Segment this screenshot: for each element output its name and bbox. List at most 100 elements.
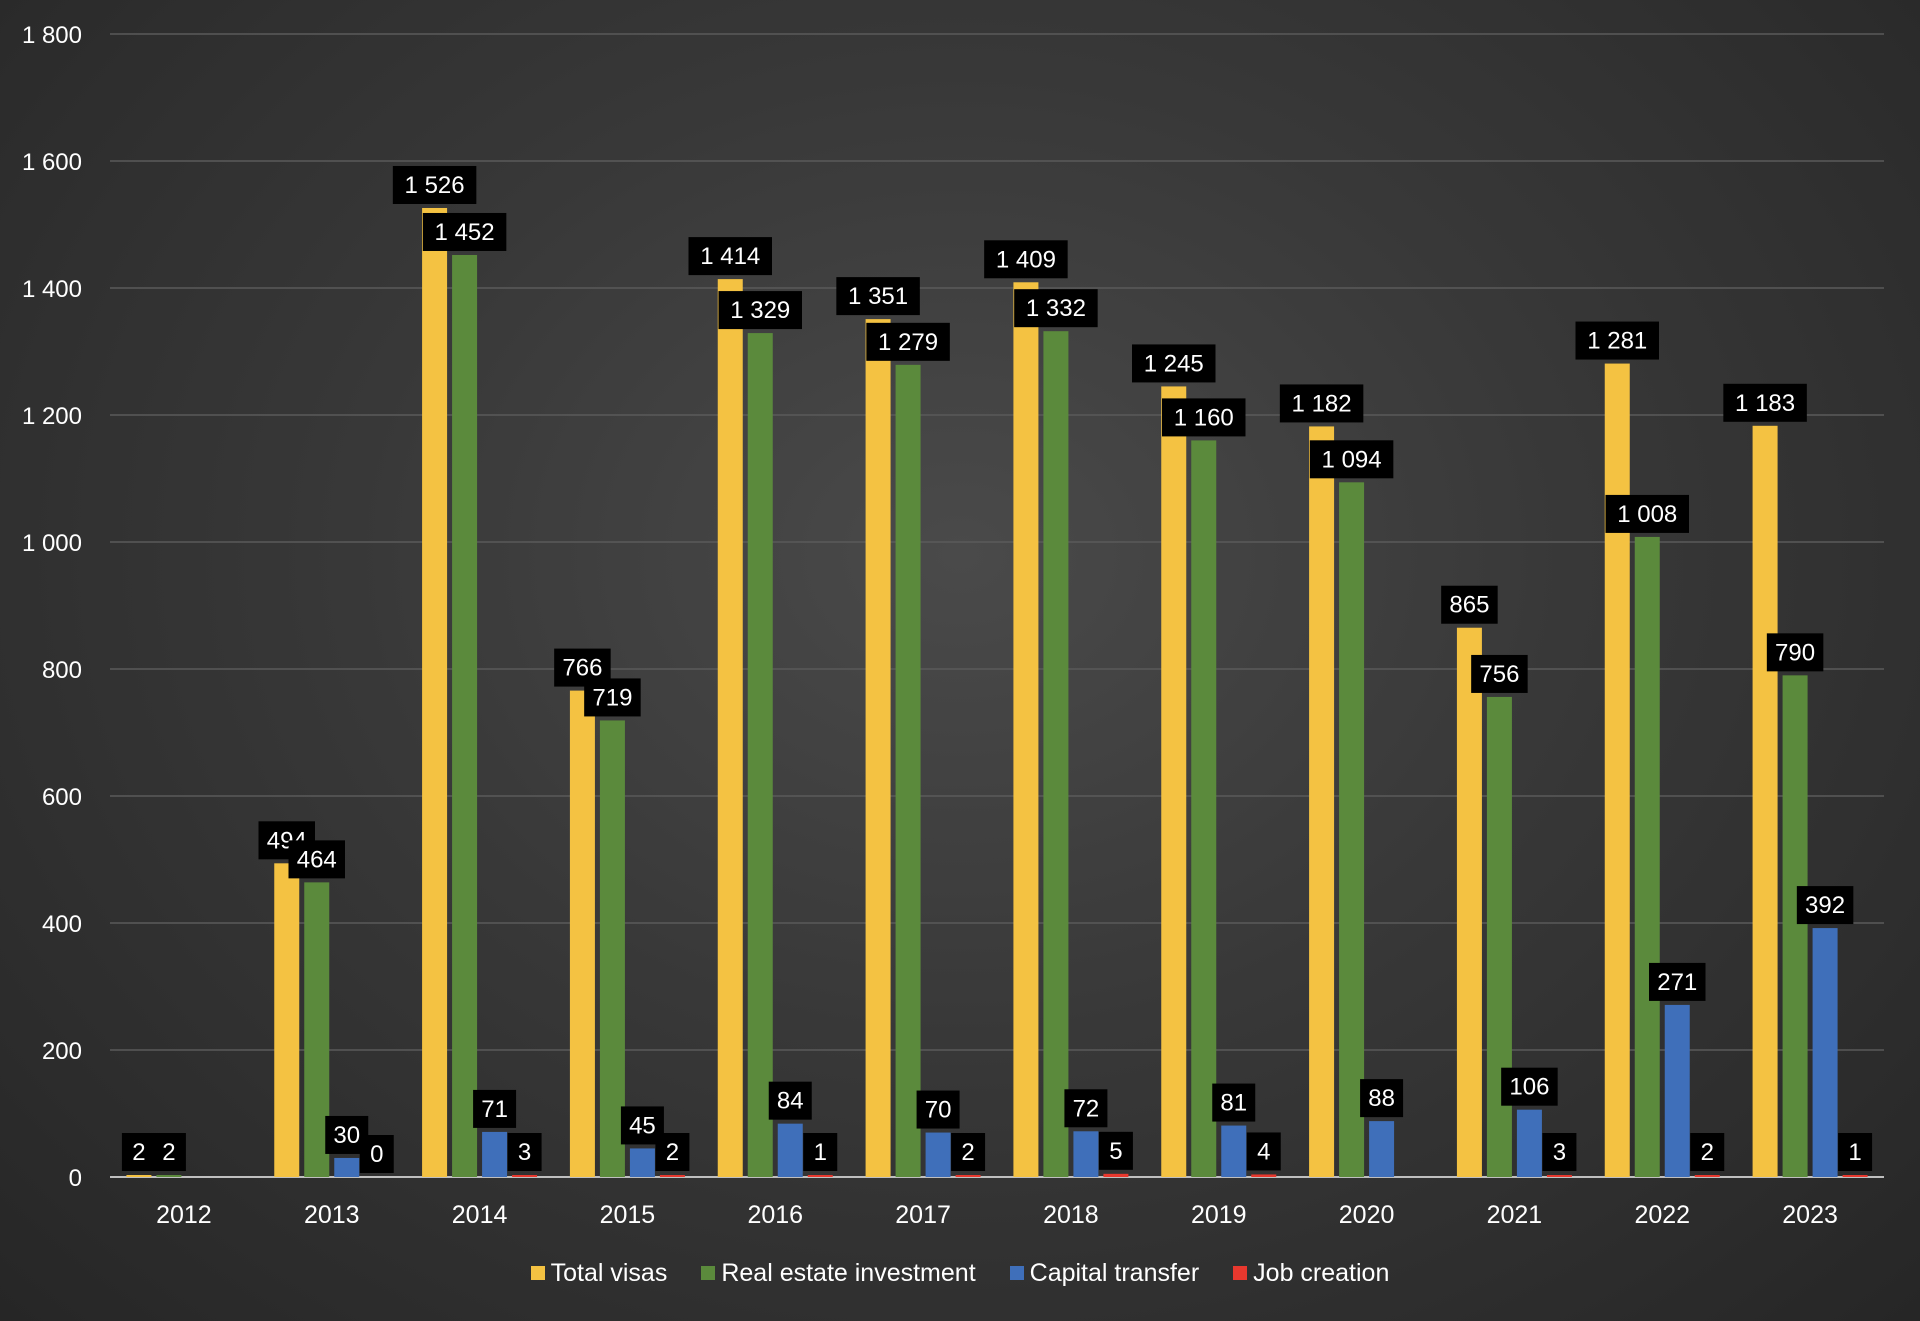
data-label-box [151, 1133, 186, 1171]
bar [1073, 1131, 1099, 1177]
legend-item: Capital transfer [1009, 1259, 1199, 1288]
x-tick-label: 2020 [1339, 1201, 1395, 1229]
bar [569, 690, 595, 1177]
data-label: 88 [1368, 1085, 1395, 1112]
bar [1043, 331, 1069, 1177]
bar [1604, 363, 1630, 1177]
data-label: 45 [629, 1112, 656, 1139]
bar [1456, 627, 1482, 1177]
data-label: 719 [592, 684, 632, 711]
data-label-box [1246, 1132, 1281, 1171]
x-tick-label: 2021 [1487, 1201, 1543, 1229]
data-label-box [1501, 1067, 1558, 1106]
x-tick-label: 2016 [747, 1201, 803, 1229]
data-label-box [1542, 1133, 1577, 1171]
bar [1782, 675, 1808, 1177]
data-label: 70 [925, 1097, 952, 1124]
data-label: 1 245 [1144, 350, 1204, 377]
data-label: 2 [666, 1139, 679, 1166]
x-tick-label: 2015 [600, 1201, 656, 1229]
bar [512, 1175, 538, 1177]
data-label-box [1796, 886, 1854, 925]
bar [1191, 440, 1217, 1177]
data-label-box [768, 1081, 812, 1120]
data-label: 392 [1805, 892, 1845, 919]
data-label: 3 [518, 1139, 531, 1166]
x-tick-label: 2014 [452, 1201, 508, 1229]
data-label: 4 [1257, 1138, 1270, 1165]
data-label: 71 [481, 1096, 508, 1123]
y-tick-label: 600 [42, 784, 82, 811]
data-label: 1 [814, 1139, 827, 1166]
bar [629, 1148, 655, 1177]
data-label: 271 [1657, 969, 1697, 996]
data-label-box [1014, 289, 1098, 328]
data-label: 1 008 [1617, 501, 1677, 528]
bar [422, 207, 448, 1178]
y-tick-label: 400 [42, 911, 82, 938]
data-label-box [1441, 585, 1498, 624]
data-label-box [718, 291, 802, 330]
data-label-box [803, 1133, 838, 1171]
x-tick-label: 2017 [895, 1201, 951, 1229]
bar [452, 254, 478, 1178]
bar [747, 333, 773, 1178]
data-label: 865 [1449, 592, 1489, 619]
bar [1664, 1004, 1690, 1177]
bar [1812, 928, 1838, 1177]
data-label: 3 [1553, 1139, 1566, 1166]
y-tick-label: 1 400 [22, 276, 82, 303]
data-label: 1 351 [848, 283, 908, 310]
data-label-box [1766, 633, 1824, 672]
legend-swatch [530, 1266, 545, 1280]
data-label-box [836, 277, 920, 316]
bar [1161, 386, 1187, 1177]
legend-item: Total visas [530, 1258, 668, 1288]
data-label-box [1132, 344, 1216, 383]
y-tick-label: 1 000 [22, 530, 82, 557]
chart-legend: Total visas Real estate investment Capital… [0, 1253, 1920, 1293]
bar [1103, 1173, 1129, 1177]
legend-label: Real estate investment [721, 1258, 976, 1287]
bar [1634, 536, 1660, 1177]
data-label: 464 [297, 846, 337, 873]
data-label: 1 526 [405, 172, 465, 199]
legend-item: Job creation [1233, 1259, 1389, 1288]
data-label-box [1838, 1133, 1873, 1171]
y-tick-label: 800 [42, 657, 82, 684]
legend-label: Total visas [550, 1258, 668, 1287]
y-tick-label: 1 600 [22, 149, 82, 176]
bar [599, 720, 625, 1177]
bar [777, 1123, 803, 1177]
bar [126, 1175, 152, 1177]
data-label-box [916, 1090, 960, 1129]
data-label-box [1360, 1079, 1404, 1118]
data-label: 1 452 [435, 219, 495, 246]
data-label-box [1309, 440, 1394, 479]
data-label-box [473, 1089, 517, 1128]
x-tick-label: 2012 [156, 1201, 212, 1229]
x-tick-label: 2018 [1043, 1201, 1099, 1229]
data-label-box [984, 240, 1068, 279]
data-label: 5 [1109, 1138, 1122, 1165]
data-label: 756 [1479, 661, 1519, 688]
data-label: 766 [562, 655, 602, 682]
y-tick-label: 1 800 [22, 22, 82, 49]
bar [304, 882, 330, 1177]
data-label: 106 [1509, 1074, 1549, 1101]
data-label-box [584, 678, 641, 717]
data-label-box [422, 212, 507, 251]
bar [895, 364, 921, 1178]
data-label: 1 094 [1322, 446, 1382, 473]
bar [1013, 282, 1039, 1177]
data-label-box [1064, 1089, 1108, 1128]
x-tick-label: 2023 [1782, 1201, 1838, 1229]
data-label-box [1212, 1083, 1256, 1122]
data-label: 2 [132, 1139, 145, 1166]
bar [1752, 425, 1778, 1177]
data-label-box [866, 322, 950, 361]
bar [659, 1175, 685, 1177]
bar [156, 1175, 182, 1177]
data-label: 2 [1701, 1139, 1714, 1166]
